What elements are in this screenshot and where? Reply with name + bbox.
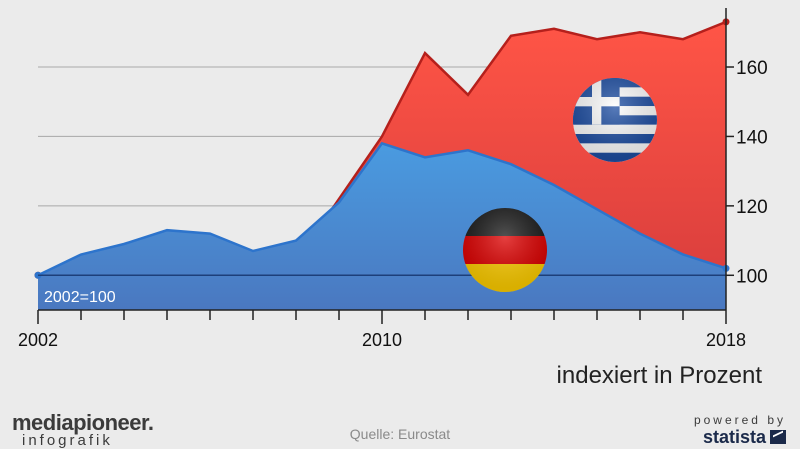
statista-badge: powered by statista xyxy=(694,414,786,448)
y-tick-label-160: 160 xyxy=(736,58,768,79)
y-tick-label-120: 120 xyxy=(736,197,768,218)
y-tick-label-140: 140 xyxy=(736,127,768,148)
brand-name: mediapioneer. xyxy=(12,410,154,435)
greece-flag-icon xyxy=(573,78,657,162)
unit-label: indexiert in Prozent xyxy=(557,362,763,389)
x-tick-label-2002: 2002 xyxy=(18,330,58,350)
series-line-deutschland xyxy=(37,141,727,277)
source-note: Quelle: Eurostat xyxy=(349,426,451,442)
statista-logo: statista xyxy=(703,427,786,447)
y-axis: 100 120 140 160 xyxy=(725,8,768,310)
x-tick-label-2018: 2018 xyxy=(706,330,746,350)
base-label: 2002=100 xyxy=(44,289,116,306)
x-axis: 2002 2010 2018 xyxy=(18,309,746,350)
series-areas xyxy=(34,18,730,311)
x-tick-label-2010: 2010 xyxy=(362,330,402,350)
y-tick-label-100: 100 xyxy=(736,266,768,287)
brand-subtitle: infografik xyxy=(22,432,113,449)
statista-logo-icon xyxy=(770,430,786,444)
index-chart: 2002 2010 2018 100 120 140 160 xyxy=(18,8,768,389)
statista-name: statista xyxy=(702,427,766,447)
germany-flag-icon xyxy=(463,208,547,292)
brand-logo: mediapioneer. infografik xyxy=(12,410,154,449)
powered-by-label: powered by xyxy=(693,413,786,427)
